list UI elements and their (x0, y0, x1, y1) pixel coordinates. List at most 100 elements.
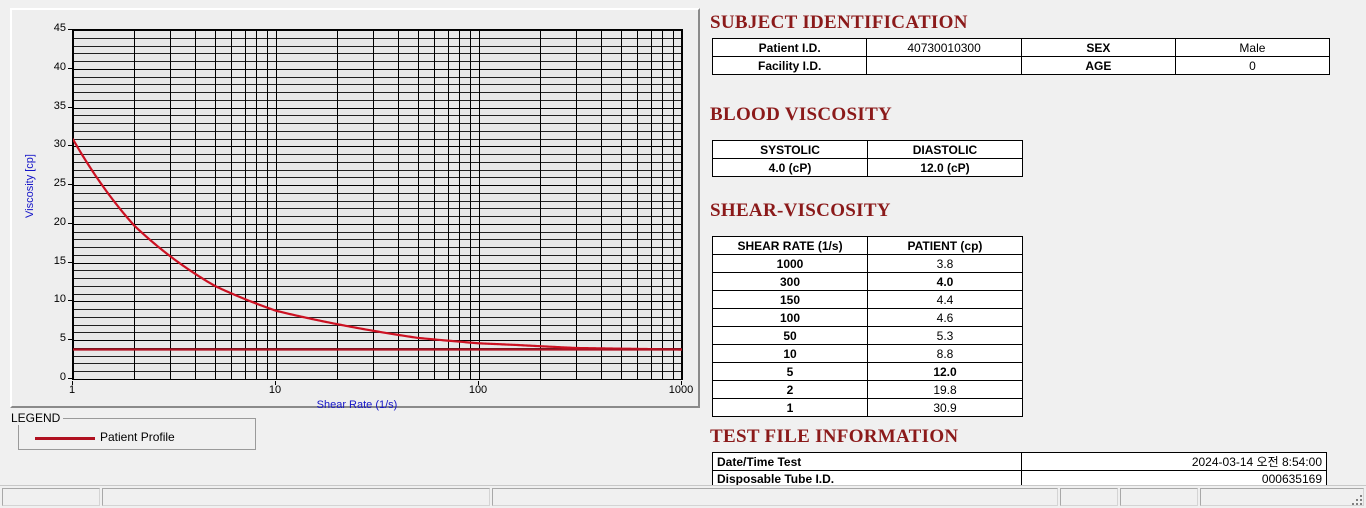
status-cell-1 (2, 488, 100, 506)
y-axis-tick-label: 25 (53, 177, 66, 190)
y-axis-tick-label: 30 (53, 138, 66, 151)
shear-rate-cell: 100 (712, 308, 868, 327)
y-axis-tick-mark (68, 184, 73, 185)
status-cell-4 (1060, 488, 1118, 506)
chart-gridlines (73, 30, 682, 379)
status-cell-2 (102, 488, 490, 506)
sex-label: SEX (1020, 38, 1176, 57)
patient-viscosity-cell: 4.4 (867, 290, 1023, 309)
window-top-strip (0, 0, 1366, 6)
plot-area (72, 29, 683, 380)
disposable-tube-id-label: Disposable Tube I.D. (712, 470, 1022, 488)
patient-viscosity-cell: 4.6 (867, 308, 1023, 327)
shear-rate-cell: 5 (712, 362, 868, 381)
sex-value: Male (1174, 38, 1331, 57)
patient-viscosity-cell: 19.8 (867, 380, 1023, 399)
shear-rate-header: SHEAR RATE (1/s) (712, 236, 868, 255)
patient-viscosity-cell: 3.8 (867, 254, 1023, 273)
status-cell-5 (1120, 488, 1198, 506)
subject-identification-heading: SUBJECT IDENTIFICATION (710, 12, 968, 33)
table-row: 100 4.6 (712, 308, 1023, 327)
x-axis-title: Shear Rate (1/s) (316, 399, 398, 411)
table-row: 1 30.9 (712, 398, 1023, 417)
y-axis-tick-label: 45 (53, 22, 66, 34)
x-axis-tick-label: 1 (68, 384, 76, 396)
x-axis-tick-label: 10 (268, 384, 282, 396)
table-row: 1000 3.8 (712, 254, 1023, 273)
table-row: Disposable Tube I.D. 000635169 (712, 470, 1327, 488)
shear-rate-cell: 2 (712, 380, 868, 399)
blood-viscosity-heading: BLOOD VISCOSITY (710, 104, 893, 125)
shear-viscosity-heading: SHEAR-VISCOSITY (710, 200, 891, 221)
legend-title: LEGEND (8, 411, 64, 425)
table-row: 150 4.4 (712, 290, 1023, 309)
y-axis-tick-mark (68, 262, 73, 263)
legend-entry-label: Patient Profile (100, 430, 175, 444)
y-axis-tick-label: 0 (59, 371, 66, 383)
shear-rate-cell: 1000 (712, 254, 868, 273)
y-axis-tick-mark (68, 300, 73, 301)
x-axis-tick-mark (72, 381, 73, 385)
table-row: 5 12.0 (712, 362, 1023, 381)
systolic-header: SYSTOLIC (712, 140, 868, 159)
status-bar (0, 485, 1366, 508)
shear-rate-cell: 1 (712, 398, 868, 417)
status-cell-6 (1200, 488, 1364, 506)
y-axis-tick-mark (68, 68, 73, 69)
y-axis-tick-label: 35 (53, 99, 66, 112)
patient-viscosity-cell: 8.8 (867, 344, 1023, 363)
patient-viscosity-cell: 5.3 (867, 326, 1023, 345)
facility-id-label: Facility I.D. (711, 56, 868, 75)
y-axis-tick-mark (68, 378, 73, 379)
age-label: AGE (1020, 56, 1176, 75)
patient-viscosity-cell: 12.0 (867, 362, 1023, 381)
y-axis-tick-mark (68, 145, 73, 146)
y-axis-tick-mark (68, 223, 73, 224)
resize-grip-icon[interactable] (1350, 493, 1364, 507)
y-axis-tick-mark (68, 107, 73, 108)
patient-id-label: Patient I.D. (711, 38, 868, 57)
y-axis-tick-label: 10 (53, 293, 66, 306)
x-axis-tick-labels: 1 10 100 1000 (12, 384, 702, 402)
table-header-row: SHEAR RATE (1/s) PATIENT (cp) (712, 236, 1023, 255)
table-row: 10 8.8 (712, 344, 1023, 363)
y-axis-tick-label: 40 (53, 60, 66, 73)
chart-curves (73, 138, 682, 351)
blood-viscosity-table: SYSTOLIC DIASTOLIC 4.0 (cP) 12.0 (cP) (712, 140, 1023, 177)
subject-identification-table: Patient I.D. 40730010300 SEX Male Facili… (711, 38, 1331, 75)
shear-rate-cell: 300 (712, 272, 868, 291)
y-axis-title: Viscosity [cp] (24, 154, 36, 218)
shear-rate-cell: 10 (712, 344, 868, 363)
test-file-information-table: Date/Time Test 2024-03-14 오전 8:54:00 Dis… (712, 452, 1327, 488)
legend-line-swatch (35, 437, 95, 440)
table-row: Date/Time Test 2024-03-14 오전 8:54:00 (712, 452, 1327, 471)
shear-rate-cell: 150 (712, 290, 868, 309)
y-axis-tick-label: 20 (53, 215, 66, 228)
shear-rate-cell: 50 (712, 326, 868, 345)
table-row: 2 19.8 (712, 380, 1023, 399)
y-axis-tick-label: 15 (53, 254, 66, 267)
shear-viscosity-table: SHEAR RATE (1/s) PATIENT (cp) 1000 3.8 300… (712, 236, 1023, 417)
table-row: 300 4.0 (712, 272, 1023, 291)
y-axis-tick-mark (68, 339, 73, 340)
patient-cp-header: PATIENT (cp) (867, 236, 1023, 255)
date-time-test-value: 2024-03-14 오전 8:54:00 (1021, 452, 1327, 471)
systolic-value: 4.0 (cP) (712, 158, 868, 177)
shear-viscosity-body: 1000 3.8 300 4.0 150 4.4 100 4.6 50 5.3 10 8.8 5 12.0… (712, 254, 1023, 417)
y-axis-tick-label: 5 (59, 332, 66, 345)
y-axis-tick-labels: 0 5 10 15 20 25 30 35 40 45 (36, 10, 66, 410)
table-row: 4.0 (cP) 12.0 (cP) (712, 158, 1023, 177)
diastolic-value: 12.0 (cP) (867, 158, 1023, 177)
patient-id-value: 40730010300 (866, 38, 1022, 57)
disposable-tube-id-value: 000635169 (1021, 470, 1327, 488)
table-row: SYSTOLIC DIASTOLIC (712, 140, 1023, 159)
status-cell-3 (492, 488, 1058, 506)
date-time-test-label: Date/Time Test (712, 452, 1022, 471)
chart-panel: 0 5 10 15 20 25 30 35 40 45 1 10 100 1000 Shear Rate… (10, 8, 702, 411)
age-value: 0 (1174, 56, 1331, 75)
diastolic-header: DIASTOLIC (867, 140, 1023, 159)
x-axis-tick-mark (478, 381, 479, 385)
patient-viscosity-cell: 4.0 (867, 272, 1023, 291)
facility-id-value (866, 56, 1022, 75)
x-axis-tick-label: 100 (468, 384, 488, 396)
